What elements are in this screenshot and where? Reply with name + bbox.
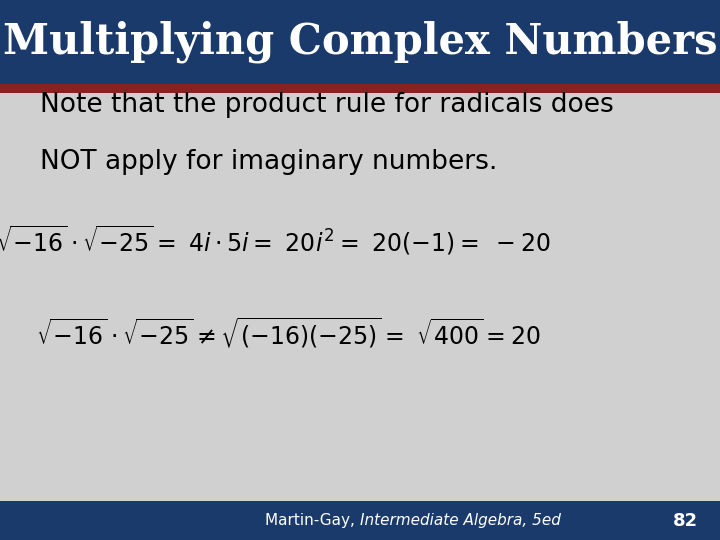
Text: Intermediate Algebra, 5ed: Intermediate Algebra, 5ed [360,513,561,528]
FancyBboxPatch shape [0,84,720,93]
Text: $\sqrt{-16} \cdot \sqrt{-25} = \ 4i \cdot 5i = \ 20i^2 = \ 20(-1) = \ -20$: $\sqrt{-16} \cdot \sqrt{-25} = \ 4i \cdo… [0,224,551,257]
FancyBboxPatch shape [0,0,720,84]
Text: 82: 82 [673,511,698,530]
FancyBboxPatch shape [0,501,720,540]
Text: Multiplying Complex Numbers: Multiplying Complex Numbers [3,21,717,63]
Text: Martin-Gay,: Martin-Gay, [265,513,360,528]
Text: $\sqrt{-16} \cdot \sqrt{-25} \neq \sqrt{(-16)(-25)} = \ \sqrt{400} = 20$: $\sqrt{-16} \cdot \sqrt{-25} \neq \sqrt{… [36,315,540,349]
Text: Note that the product rule for radicals does: Note that the product rule for radicals … [40,92,613,118]
Text: NOT apply for imaginary numbers.: NOT apply for imaginary numbers. [40,149,497,175]
